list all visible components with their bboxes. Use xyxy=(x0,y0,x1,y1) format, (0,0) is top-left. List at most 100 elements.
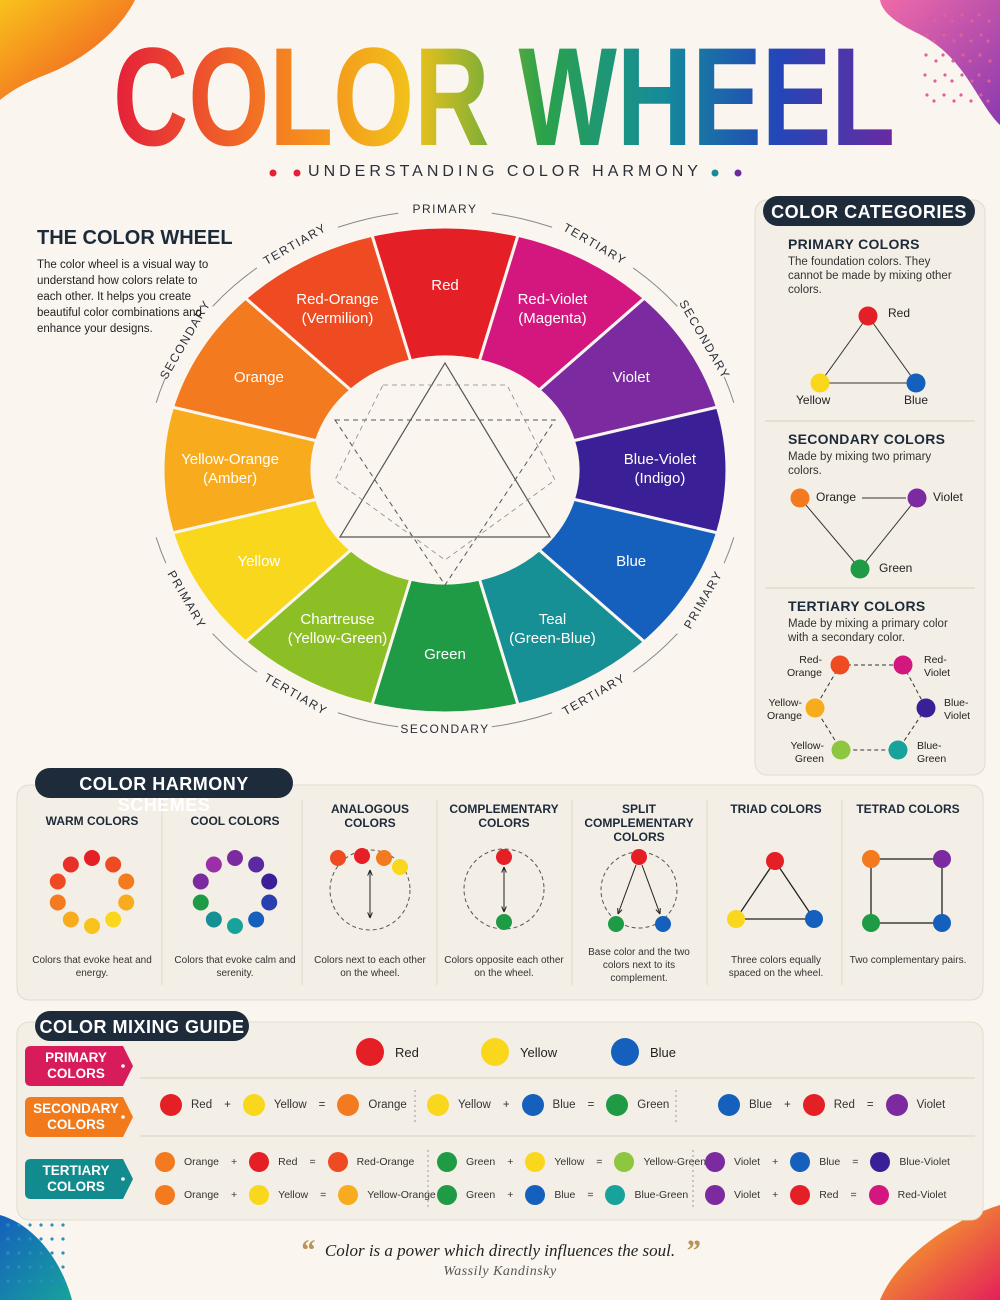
decor-dot xyxy=(960,13,964,17)
color-dot xyxy=(155,1152,175,1172)
color-wheel xyxy=(161,225,729,715)
node-label: Violet xyxy=(933,490,963,504)
decor-dot xyxy=(39,1265,43,1269)
scheme-title: TRIAD COLORS xyxy=(730,802,822,816)
segment-label: Orange xyxy=(233,368,284,386)
color-name: Blue xyxy=(749,1099,773,1111)
scheme-dot xyxy=(248,911,265,928)
color-name: Red-Orange xyxy=(356,1156,415,1168)
scheme-shape xyxy=(734,859,816,920)
segment-label: Violet xyxy=(612,368,650,386)
color-name: Yellow xyxy=(278,1189,309,1201)
scheme-dot xyxy=(496,849,512,865)
row-label: TERTIARY COLORS xyxy=(42,1163,110,1194)
color-dot xyxy=(249,1185,270,1205)
decor-dot xyxy=(986,39,990,43)
scheme-dot xyxy=(261,894,278,911)
color-name: Yellow xyxy=(273,1099,307,1111)
decor-dot xyxy=(17,1279,21,1283)
scheme-dot xyxy=(192,894,209,911)
scheme-dot xyxy=(392,859,408,875)
color-dot xyxy=(606,1094,629,1116)
segment-alt-label: (Vermilion) xyxy=(301,310,374,328)
decor-dot xyxy=(17,1223,21,1227)
decor-dot xyxy=(950,19,954,23)
segment-label: Red-Violet xyxy=(517,291,588,309)
color-name: Red xyxy=(395,1045,419,1060)
decor-dot xyxy=(39,1223,43,1227)
equals-sign: = xyxy=(320,1189,327,1201)
segment-label: Red xyxy=(431,276,459,294)
quote: “ Color is a power which directly influen… xyxy=(150,1234,850,1268)
scheme-dot xyxy=(49,873,66,890)
equals-sign: = xyxy=(866,1099,874,1111)
segment-alt-label: (Indigo) xyxy=(634,470,686,487)
segment-label: Blue xyxy=(616,553,647,571)
scheme-shape xyxy=(870,858,943,924)
decor-dot xyxy=(50,1279,54,1283)
decor-dot xyxy=(951,59,955,63)
color-dot xyxy=(481,1038,509,1066)
mixing-title: COLOR MIXING GUIDE xyxy=(39,1017,245,1037)
decor-dot xyxy=(942,93,946,97)
equals-sign: = xyxy=(587,1189,594,1201)
color-dot xyxy=(242,1094,265,1116)
color-name: Red xyxy=(819,1189,839,1201)
decor-dot xyxy=(970,79,974,83)
decor-dot xyxy=(970,19,974,23)
color-dot xyxy=(356,1038,384,1066)
color-dot xyxy=(870,1152,891,1172)
color-name: Blue xyxy=(554,1189,576,1201)
color-name: Red xyxy=(191,1099,213,1111)
color-name: Orange xyxy=(368,1099,407,1111)
color-dot xyxy=(611,1038,639,1066)
scheme-dot xyxy=(118,894,135,911)
scheme-title: COMPLEMENTARY COLORS xyxy=(449,802,559,830)
quote-author: Wassily Kandinsky xyxy=(443,1264,557,1279)
equation: Orange + Red = Red-Orange xyxy=(155,1152,414,1172)
ring-arc xyxy=(656,633,678,655)
categories-title: COLOR CATEGORIES xyxy=(771,202,967,222)
color-node xyxy=(858,306,878,326)
scheme-dot xyxy=(655,916,671,932)
scheme-dot xyxy=(933,850,951,868)
scheme-caption: Colors that evoke calm and serenity. xyxy=(174,955,296,979)
scheme-caption: Colors opposite each other on the wheel. xyxy=(444,955,564,979)
decor-dot xyxy=(969,99,973,103)
segment-alt-label: (Amber) xyxy=(202,470,258,487)
decor-dot xyxy=(925,93,929,97)
ring-arc xyxy=(337,218,368,228)
decor-dot xyxy=(17,1237,21,1241)
ring-arc xyxy=(155,376,167,403)
decor-dot xyxy=(50,1265,54,1269)
scheme-arrow xyxy=(641,864,661,915)
decor-dot xyxy=(934,59,938,63)
row-label: PRIMARY COLORS xyxy=(45,1050,107,1081)
color-dot xyxy=(327,1152,348,1172)
ring-arc xyxy=(723,537,735,564)
color-node xyxy=(906,373,926,393)
scheme-title: COOL COLORS xyxy=(190,814,280,828)
decor-dot xyxy=(6,1237,10,1241)
segment-alt-label: (Magenta) xyxy=(518,310,587,328)
node-label: Yellow xyxy=(796,393,831,407)
scheme-dot xyxy=(192,873,209,890)
decor-dot xyxy=(28,1223,32,1227)
arrow-head xyxy=(501,906,507,913)
scheme-caption: Colors that evoke heat and energy. xyxy=(32,955,152,979)
decor-dot xyxy=(39,1279,43,1283)
ring-arc xyxy=(723,376,735,403)
equation: Blue + Red = Violet xyxy=(718,1094,945,1116)
decor-dot xyxy=(924,53,928,57)
color-name: Blue xyxy=(650,1045,677,1060)
scheme-dot xyxy=(376,850,392,866)
decor-dot xyxy=(61,1251,65,1255)
subtitle-dot xyxy=(269,169,277,177)
equation: Violet + Red = Red-Violet xyxy=(705,1185,946,1205)
scheme-dot xyxy=(727,910,745,928)
color-dot xyxy=(718,1094,740,1116)
category-title: SECONDARY COLORS xyxy=(788,431,946,447)
decor-dot xyxy=(925,33,929,37)
decor-dot xyxy=(977,73,981,77)
